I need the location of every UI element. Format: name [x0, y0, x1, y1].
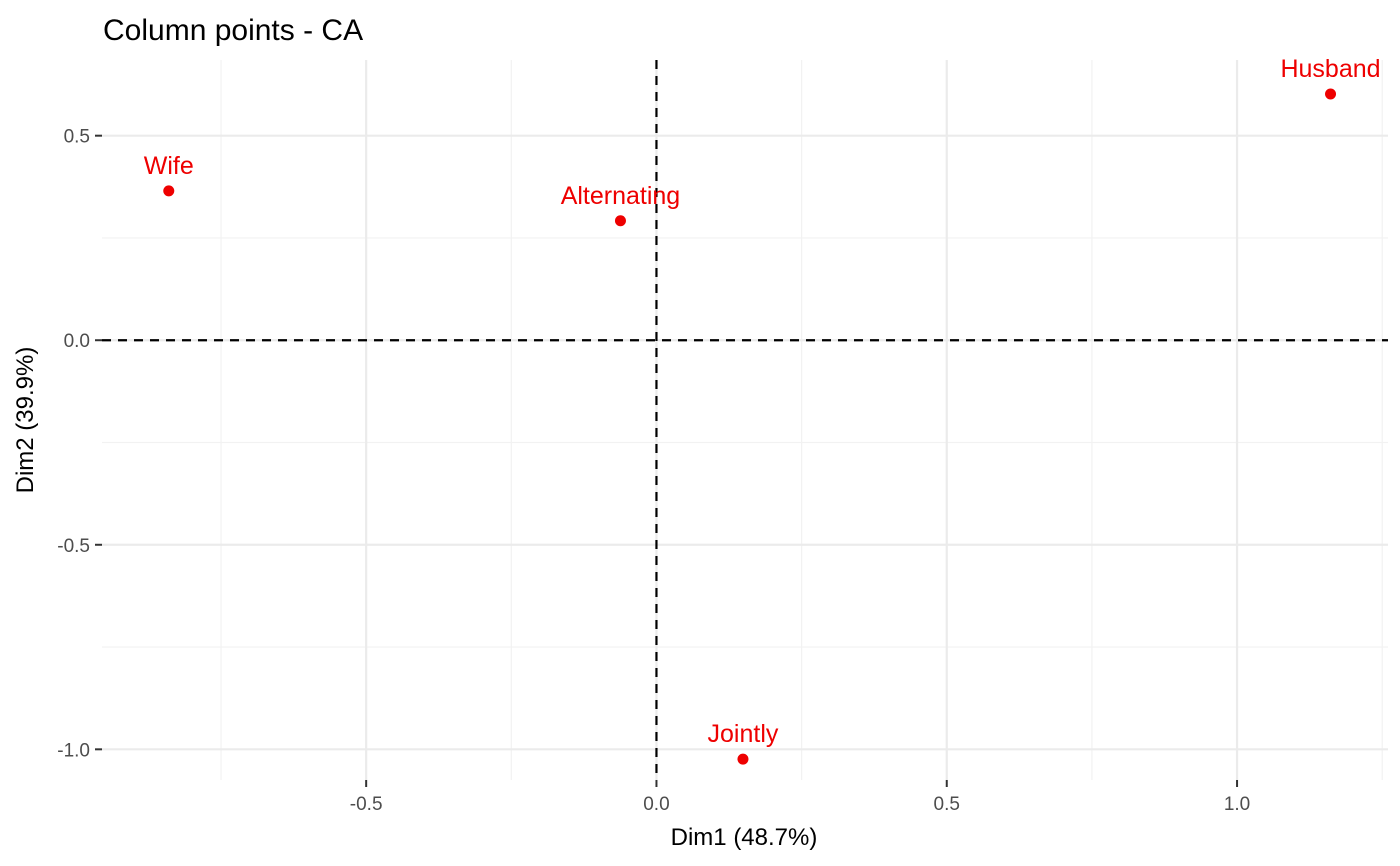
point-label-husband: Husband: [1280, 55, 1380, 83]
x-axis-label: Dim1 (48.7%): [671, 824, 818, 851]
y-tick-label: -0.5: [57, 536, 90, 557]
grid-lines: [102, 60, 1388, 780]
x-tick-label: 0.5: [934, 794, 960, 815]
data-points: Wife Alternating Jointly Husband: [144, 55, 1381, 765]
reference-lines: [102, 60, 1388, 780]
data-point-wife: [163, 185, 175, 197]
data-point-alternating: [614, 215, 626, 227]
x-tick-label: 1.0: [1224, 794, 1250, 815]
point-label-wife: Wife: [144, 152, 194, 180]
data-point-jointly: [737, 753, 749, 765]
y-tick-label: 0.0: [64, 331, 90, 352]
point-label-alternating: Alternating: [561, 182, 681, 210]
axis-ticks: -0.5 0.0 0.5 1.0 -1.0 -0.5 0.0 0.5: [57, 127, 1250, 815]
y-tick-label: -1.0: [57, 740, 90, 761]
x-tick-label: -0.5: [350, 794, 383, 815]
y-tick-label: 0.5: [64, 127, 90, 148]
x-tick-label: 0.0: [643, 794, 669, 815]
point-label-jointly: Jointly: [708, 720, 779, 748]
data-point-husband: [1325, 88, 1337, 100]
y-axis-label: Dim2 (39.9%): [12, 347, 39, 494]
chart-title: Column points - CA: [103, 14, 363, 47]
